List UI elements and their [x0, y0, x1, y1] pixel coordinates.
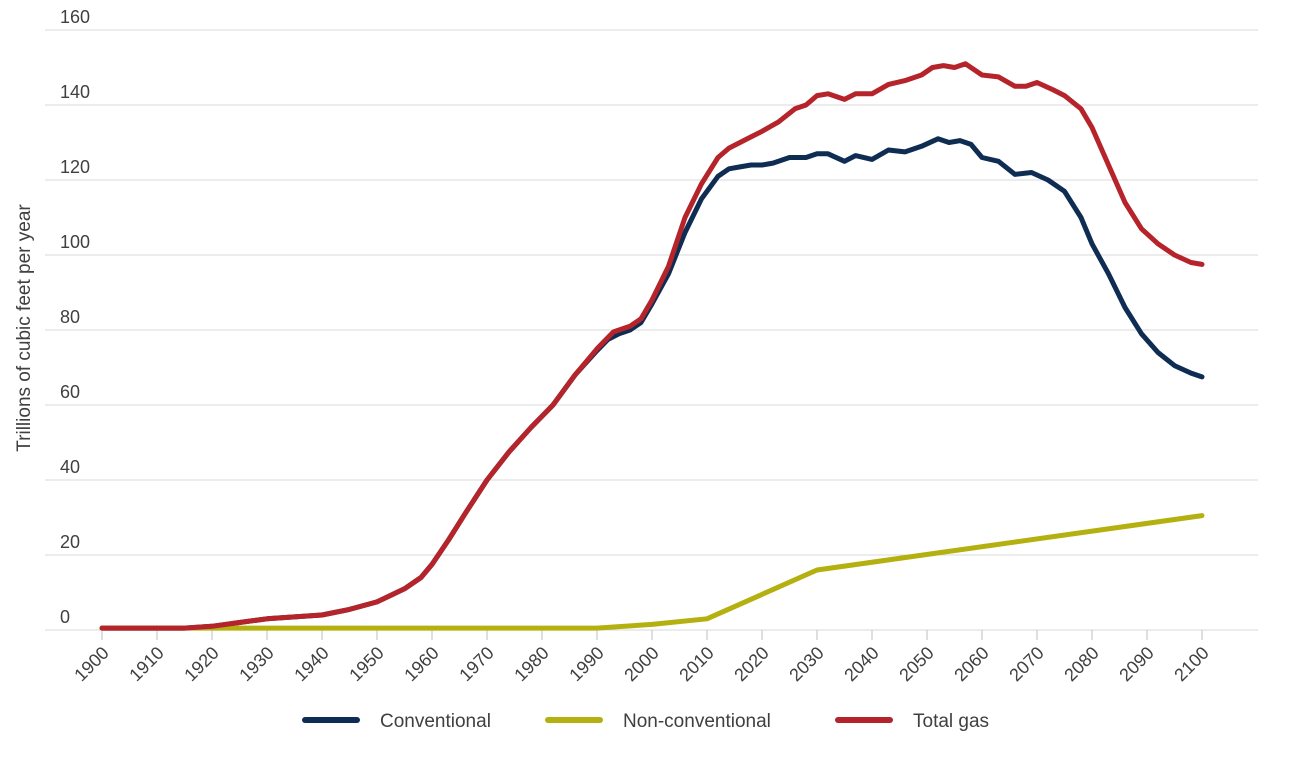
- y-tick-label: 40: [60, 457, 80, 477]
- series-lines: [99, 61, 1205, 631]
- x-tick-label: 2100: [1170, 643, 1212, 685]
- legend-label-non-conventional: Non-conventional: [623, 711, 771, 732]
- series-line-non-conventional: [99, 513, 1205, 631]
- y-tick-label: 100: [60, 232, 90, 252]
- x-tick-label: 1950: [345, 643, 387, 685]
- x-tick-label: 1940: [290, 643, 332, 685]
- x-tick-label: 1910: [125, 643, 167, 685]
- x-tick-label: 2000: [620, 643, 662, 685]
- x-tick-label: 1960: [400, 643, 442, 685]
- y-tick-label: 60: [60, 382, 80, 402]
- gridlines: [45, 29, 1258, 631]
- x-tick-label: 1980: [510, 643, 552, 685]
- x-tick-label: 1900: [70, 643, 112, 685]
- x-tick-label: 2090: [1115, 643, 1157, 685]
- y-axis-tick-labels: 0 20 40 60 80 100 120 140 160: [60, 7, 90, 627]
- x-tick-label: 2050: [895, 643, 937, 685]
- x-tick-label: 1990: [565, 643, 607, 685]
- y-tick-label: 20: [60, 532, 80, 552]
- legend-label-total-gas: Total gas: [913, 711, 989, 732]
- y-tick-label: 120: [60, 157, 90, 177]
- x-tick-label: 1970: [455, 643, 497, 685]
- y-tick-label: 140: [60, 82, 90, 102]
- y-tick-label: 0: [60, 607, 70, 627]
- x-tick-label: 1920: [180, 643, 222, 685]
- x-tick-label: 2020: [730, 643, 772, 685]
- series-line-total-gas: [99, 61, 1205, 631]
- x-tick-label: 2010: [675, 643, 717, 685]
- legend: Conventional Non-conventional Total gas: [302, 711, 989, 732]
- y-tick-label: 80: [60, 307, 80, 327]
- x-tick-label: 2030: [785, 643, 827, 685]
- x-tick-label: 2060: [950, 643, 992, 685]
- x-tick-label: 1930: [235, 643, 277, 685]
- y-tick-label: 160: [60, 7, 90, 27]
- x-tick-label: 2080: [1060, 643, 1102, 685]
- legend-label-conventional: Conventional: [380, 711, 491, 732]
- x-tick-label: 2070: [1005, 643, 1047, 685]
- x-tick-label: 2040: [840, 643, 882, 685]
- x-axis-tick-labels: 1900 1910 1920 1930 1940 1950 1960 1970 1980 1990…: [70, 630, 1213, 685]
- y-axis-title: Trillions of cubic feet per year: [14, 204, 35, 452]
